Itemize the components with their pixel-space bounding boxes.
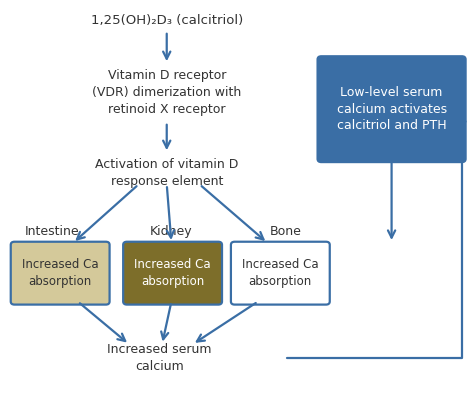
Text: Vitamin D receptor
(VDR) dimerization with
retinoid X receptor: Vitamin D receptor (VDR) dimerization wi… xyxy=(92,69,241,116)
Text: Increased Ca
absorption: Increased Ca absorption xyxy=(22,259,99,288)
FancyBboxPatch shape xyxy=(123,242,222,305)
Text: Increased Ca
absorption: Increased Ca absorption xyxy=(134,259,211,288)
FancyBboxPatch shape xyxy=(231,242,330,305)
Text: Increased serum
calcium: Increased serum calcium xyxy=(108,343,212,373)
Text: Activation of vitamin D
response element: Activation of vitamin D response element xyxy=(95,158,238,188)
Text: Intestine: Intestine xyxy=(25,225,79,238)
Text: Increased Ca
absorption: Increased Ca absorption xyxy=(242,259,319,288)
Text: Bone: Bone xyxy=(270,225,302,238)
FancyBboxPatch shape xyxy=(11,242,109,305)
Text: Kidney: Kidney xyxy=(150,225,193,238)
Text: Low-level serum
calcium activates
calcitriol and PTH: Low-level serum calcium activates calcit… xyxy=(337,86,447,132)
Text: 1,25(OH)₂D₃ (calcitriol): 1,25(OH)₂D₃ (calcitriol) xyxy=(91,14,243,27)
FancyBboxPatch shape xyxy=(318,56,465,162)
